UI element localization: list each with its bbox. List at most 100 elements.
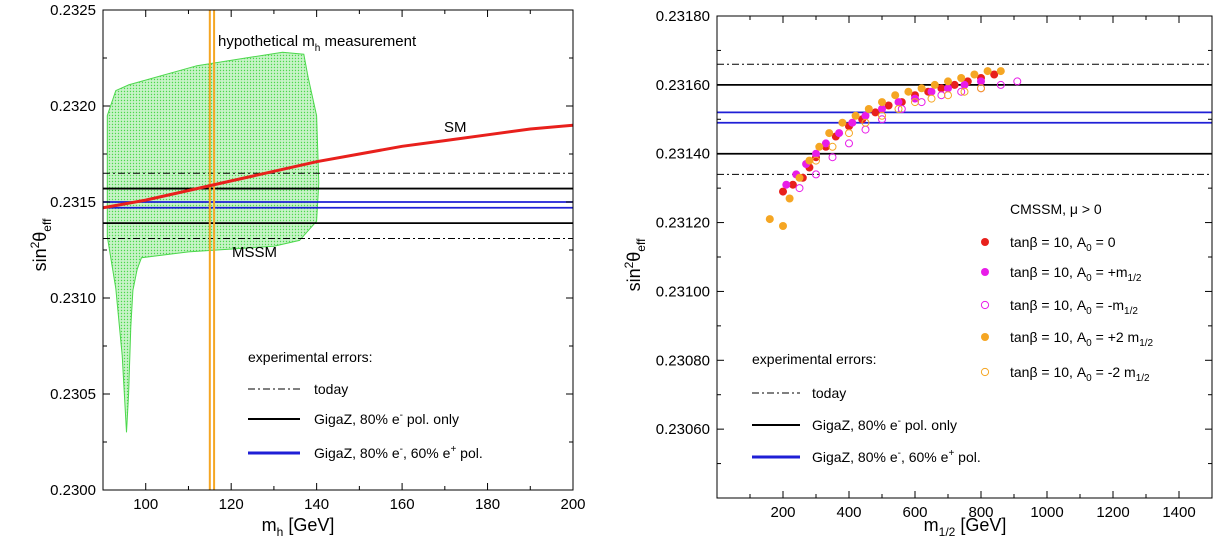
lg-s4a: tanβ = 10, A (1010, 329, 1087, 345)
lg-s1c: = 0 (1092, 234, 1116, 250)
right-ytick-label: 0.23140 (656, 146, 710, 163)
left-x-axis-label: mh [GeV] (262, 515, 335, 539)
left-plot-area (103, 10, 573, 490)
mssm-region (106, 51, 320, 433)
lg-s5a: tanβ = 10, A (1010, 364, 1087, 380)
left-xtick-label: 100 (133, 496, 158, 513)
right-legend-title: CMSSM, μ > 0 (1010, 201, 1102, 217)
right-exp-title: experimental errors: (752, 351, 877, 367)
lg-s4b: 0 (1086, 338, 1092, 349)
scatter-point-s1 (950, 80, 959, 89)
lg-s5b: 0 (1086, 373, 1092, 384)
left-xtick-label: 160 (390, 496, 415, 513)
scatter-point-s2 (894, 98, 903, 107)
lg-ep-sup1: - (400, 444, 403, 455)
legend-s3: tanβ = 10, A0 = -m1/2 (1010, 297, 1138, 317)
right-ytick-label: 0.23180 (656, 8, 710, 25)
scatter-point-s5 (960, 87, 969, 96)
scatter-point-s1 (871, 108, 880, 117)
scatter-point-s1 (884, 101, 893, 110)
scatter-point-s5 (845, 129, 853, 138)
scatter-point-s3 (861, 125, 870, 134)
right-chart: 200 400 600 800 1000 1200 1400 0.23060 0.23080 0.… (622, 8, 1213, 539)
scatter-point-s3 (1013, 77, 1022, 86)
scatter-point-s5 (812, 156, 820, 165)
right-xtick-label: 1200 (1096, 504, 1129, 521)
scatter-point-s4 (805, 156, 814, 165)
right-ytick-label: 0.23100 (656, 283, 710, 300)
left-ytick-label: 0.2325 (50, 2, 96, 19)
left-xtick-label: 140 (304, 496, 329, 513)
scatter-point-s4 (944, 77, 952, 86)
right-legend: CMSSM, μ > 0 tanβ = 10, A0 = 0 tanβ = 10… (752, 201, 1154, 465)
right-legend-gigaz-e: GigaZ, 80% e- pol. only (812, 416, 957, 433)
scatter-point-s5 (828, 142, 837, 151)
sm-label: SM (444, 119, 467, 136)
lg-s1a: tanβ = 10, A (1010, 234, 1087, 250)
legend-s5: tanβ = 10, A0 = -2 m1/2 (1010, 364, 1150, 384)
scatter-point-s4 (785, 194, 794, 203)
lg-e-sup: - (400, 410, 403, 421)
scatter-point-s3 (878, 115, 886, 124)
scatter-point-s5 (911, 98, 919, 107)
right-xtick-label: 1000 (1030, 504, 1063, 521)
scatter-point-s5 (977, 84, 985, 93)
left-ytick-label: 0.2305 (50, 386, 96, 403)
right-xtick-label: 1400 (1162, 504, 1195, 521)
scatter-point-s2 (977, 77, 985, 86)
scatter-point-s3 (828, 153, 837, 162)
right-ytick-label: 0.23060 (656, 421, 710, 438)
scatter-point-s2 (861, 111, 870, 120)
scatter-point-s1 (788, 180, 797, 189)
scatter-point-s2 (927, 87, 936, 96)
scatter-point-s3 (897, 105, 906, 113)
lg-s2c: = +m (1092, 264, 1128, 280)
right-xtick-label: 800 (968, 504, 993, 521)
lg-e-post: pol. only (403, 411, 459, 427)
left-axes: 100 120 140 160 180 200 0.2300 0.2305 0.2310 0.23… (50, 2, 585, 513)
scatter-point-s2 (812, 149, 820, 158)
scatter-point-s4 (917, 84, 926, 93)
hyp-label-pre: hypothetical m (218, 33, 315, 50)
scatter-point-s4 (795, 173, 804, 182)
scatter-point-s4 (904, 87, 913, 96)
left-xtick-label: 120 (219, 496, 244, 513)
right-ytick-label: 0.23120 (656, 215, 710, 232)
lg-ep-sup2: + (450, 444, 456, 455)
rlg-ep-sup2: + (948, 448, 954, 459)
legend-marker-s1 (981, 238, 989, 246)
left-ytick-label: 0.2320 (50, 98, 96, 115)
scatter-point-s4 (970, 70, 979, 79)
scatter-point-s4 (996, 67, 1005, 76)
rlg-ep-pre: GigaZ, 80% e (812, 449, 898, 465)
left-ytick-label: 0.2300 (50, 482, 96, 499)
hyp-label-post: measurement (320, 33, 417, 50)
scatter-point-s2 (835, 129, 844, 138)
mssm-label: MSSM (232, 244, 277, 261)
lg-s3c: = -m (1092, 297, 1124, 313)
left-ytick-label: 0.2315 (50, 194, 96, 211)
scatter-point-s5 (861, 118, 870, 127)
left-y-axis-label: sin2θeff (28, 218, 54, 272)
lg-s2b: 0 (1086, 273, 1092, 284)
scatter-point-s4 (815, 142, 824, 151)
rlg-ep-mid: , 60% e (901, 449, 949, 465)
scatter-point-s4 (838, 118, 847, 127)
scatter-point-s5 (894, 105, 903, 113)
right-ytick-label: 0.23080 (656, 352, 710, 369)
lg-ep-mid: , 60% e (403, 445, 451, 461)
lg-s5c: = -2 m (1092, 364, 1136, 380)
scatter-point-s3 (937, 91, 946, 100)
scatter-point-s3 (812, 170, 820, 179)
rlg-ep-post: pol. (954, 449, 980, 465)
lg-ep-post: pol. (456, 445, 482, 461)
scatter-point-s4 (930, 80, 939, 89)
legend-s1: tanβ = 10, A0 = 0 (1010, 234, 1116, 254)
scatter-point-s3 (996, 80, 1005, 89)
left-legend-gigaz-ep: GigaZ, 80% e-, 60% e+ pol. (314, 444, 483, 461)
scatter-point-s5 (878, 111, 886, 120)
scatter-point-s1 (937, 84, 946, 93)
right-x-axis-label: m1/2 [GeV] (924, 515, 1007, 539)
hyp-label-sub: h (315, 43, 321, 54)
right-xtick-label: 600 (902, 504, 927, 521)
